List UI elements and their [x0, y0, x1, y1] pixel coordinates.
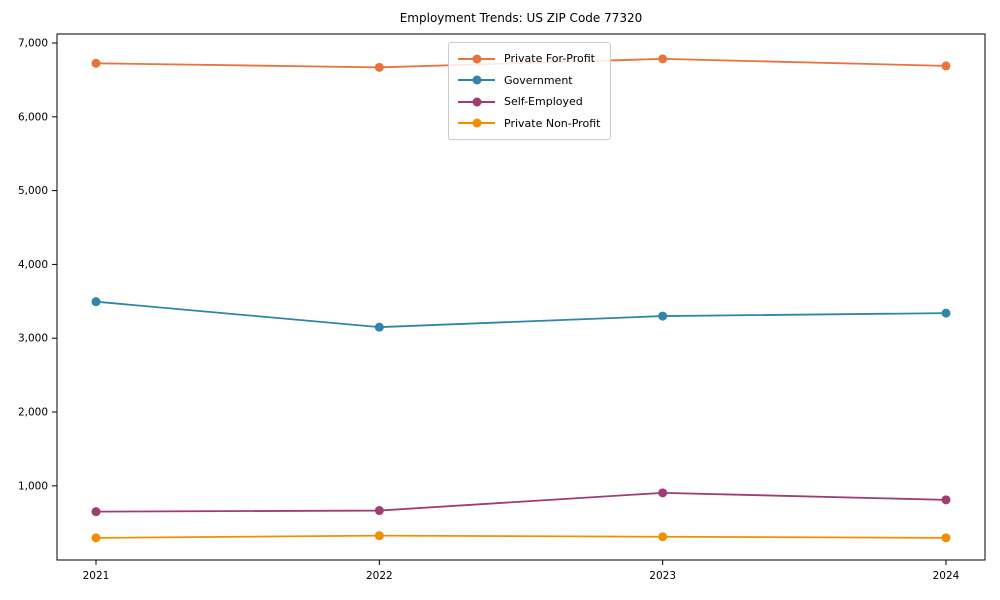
x-tick-label: 2022	[366, 570, 393, 582]
data-point-marker	[374, 506, 384, 516]
data-point-marker	[91, 58, 101, 68]
legend-line-marker-icon	[458, 75, 495, 85]
series-line-self-employed	[95, 491, 947, 513]
data-point-marker	[658, 532, 668, 542]
data-point-marker	[658, 54, 668, 64]
legend-label: Private Non-Profit	[504, 116, 601, 130]
legend-label: Private For-Profit	[504, 52, 595, 66]
x-tick-label: 2021	[83, 570, 110, 582]
y-tick-label: 7,000	[18, 38, 48, 50]
y-tick-label: 5,000	[18, 185, 48, 197]
legend-item: Government	[458, 70, 600, 92]
data-point-marker	[658, 311, 668, 321]
data-point-marker	[941, 495, 951, 505]
data-point-marker	[374, 531, 384, 541]
legend-dot-icon	[472, 97, 481, 107]
data-point-marker	[91, 507, 101, 517]
data-point-marker	[658, 488, 668, 498]
legend-line-marker-icon	[458, 118, 495, 128]
legend-item: Private For-Profit	[458, 48, 600, 70]
legend-line-marker-icon	[458, 54, 495, 64]
legend-label: Self-Employed	[504, 95, 583, 109]
y-tick-label: 2,000	[18, 407, 48, 419]
data-point-marker	[374, 62, 384, 72]
legend-item: Self-Employed	[458, 91, 600, 113]
data-point-marker	[941, 533, 951, 543]
legend: Private For-Profit Government Self-Employe…	[448, 42, 612, 140]
chart-title: Employment Trends: US ZIP Code 77320	[399, 11, 643, 25]
data-point-marker	[91, 297, 101, 307]
x-tick-label: 2024	[933, 570, 960, 582]
y-tick-label: 3,000	[18, 333, 48, 345]
legend-dot-icon	[472, 75, 481, 85]
series-line-government	[95, 300, 947, 329]
x-tick-label: 2023	[649, 570, 676, 582]
legend-dot-icon	[472, 118, 481, 128]
legend-dot-icon	[472, 54, 481, 64]
legend-line-marker-icon	[458, 97, 495, 107]
data-point-marker	[941, 308, 951, 318]
legend-label: Government	[504, 73, 573, 87]
legend-item: Private Non-Profit	[458, 113, 600, 135]
y-tick-label: 4,000	[18, 259, 48, 271]
data-point-marker	[374, 322, 384, 332]
data-point-marker	[941, 61, 951, 71]
data-point-marker	[91, 533, 101, 543]
series-line-private-non-profit	[95, 534, 947, 539]
y-tick-label: 1,000	[18, 480, 48, 492]
y-tick-label: 6,000	[18, 111, 48, 123]
axis-frame	[56, 33, 986, 561]
